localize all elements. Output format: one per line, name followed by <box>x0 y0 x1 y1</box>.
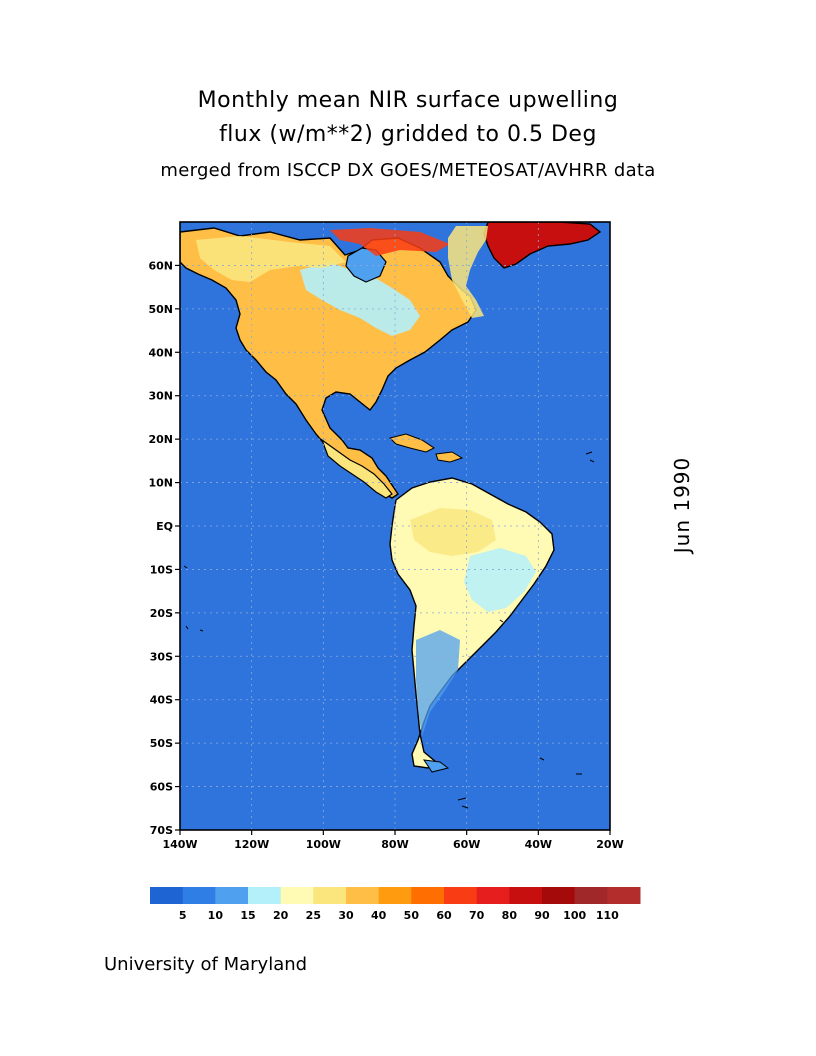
lat-tick-label: 30N <box>148 390 173 403</box>
colorbar-swatch <box>607 887 641 904</box>
colorbar-label: 70 <box>469 909 485 922</box>
colorbar-label: 20 <box>273 909 289 922</box>
colorbar-label: 10 <box>208 909 224 922</box>
colorbar-swatch <box>313 887 347 904</box>
date-label: Jun 1990 <box>670 456 694 554</box>
colorbar-swatch <box>150 887 184 904</box>
lon-tick-label: 120W <box>234 838 269 851</box>
colorbar-label: 110 <box>596 909 619 922</box>
colorbar-swatch <box>182 887 216 904</box>
lat-tick-label: 60N <box>148 259 173 272</box>
latitude-axis: 60N 50N 40N 30N 20N 10N EQ 10S 20S 30S 40S 50S 60S 70… <box>148 259 180 837</box>
colorbar-swatch <box>346 887 380 904</box>
lon-tick-label: 20W <box>596 838 623 851</box>
colorbar: 5 10 15 20 25 30 40 50 60 70 80 90 100 110 <box>150 887 641 922</box>
greenland-land <box>483 222 602 269</box>
lat-tick-label: 70S <box>150 824 173 837</box>
colorbar-swatch <box>280 887 314 904</box>
lon-tick-label: 80W <box>381 838 408 851</box>
colorbar-label: 5 <box>179 909 187 922</box>
colorbar-swatch <box>574 887 608 904</box>
colorbar-swatch <box>248 887 282 904</box>
colorbar-label: 40 <box>371 909 387 922</box>
colorbar-label: 30 <box>338 909 354 922</box>
colorbar-label: 60 <box>436 909 452 922</box>
colorbar-label: 50 <box>404 909 420 922</box>
colorbar-swatch <box>444 887 478 904</box>
colorbar-swatch <box>542 887 576 904</box>
lat-tick-label: 50N <box>148 303 173 316</box>
small-islands <box>183 451 595 809</box>
colorbar-label: 15 <box>240 909 255 922</box>
lat-tick-label: 20S <box>150 607 173 620</box>
tierra-del-fuego <box>422 759 450 773</box>
chart-title-line-1: Monthly mean NIR surface upwelling <box>197 88 619 113</box>
map-plot-area <box>180 222 610 830</box>
lon-tick-label: 100W <box>306 838 341 851</box>
lon-tick-label: 60W <box>453 838 480 851</box>
arctic-hot-region <box>330 228 450 256</box>
lon-tick-label: 140W <box>162 838 197 851</box>
lat-tick-label: 10N <box>148 477 173 490</box>
colorbar-label: 100 <box>563 909 586 922</box>
lat-tick-label: 60S <box>150 781 173 794</box>
longitude-axis: 140W 120W 100W 80W 60W 40W 20W <box>162 830 624 851</box>
hispaniola-island <box>435 451 464 463</box>
chart-subtitle: merged from ISCCP DX GOES/METEOSAT/AVHRR… <box>160 160 656 181</box>
lat-tick-label: 20N <box>148 433 173 446</box>
lat-tick-label: EQ <box>156 520 173 533</box>
south-america-warm-interior <box>410 508 496 556</box>
central-america-land <box>320 438 393 499</box>
north-america-mid-interior <box>196 236 346 282</box>
north-america-cool-interior <box>300 262 420 336</box>
lat-tick-label: 30S <box>150 650 173 663</box>
lon-tick-label: 40W <box>525 838 552 851</box>
cuba-island <box>389 433 435 453</box>
colorbar-swatch <box>509 887 543 904</box>
chart-title-line-2: flux (w/m**2) gridded to 0.5 Deg <box>219 122 597 147</box>
colorbar-swatch <box>411 887 445 904</box>
lat-tick-label: 40S <box>150 694 173 707</box>
colorbar-label: 90 <box>534 909 550 922</box>
lat-tick-label: 50S <box>150 737 173 750</box>
credit-label: University of Maryland <box>104 954 308 975</box>
south-america-cool-region <box>464 548 536 612</box>
colorbar-swatch <box>215 887 249 904</box>
colorbar-swatch <box>476 887 510 904</box>
colorbar-label: 80 <box>502 909 518 922</box>
greenland-coast-pale <box>448 226 488 318</box>
colorbar-label: 25 <box>306 909 321 922</box>
colorbar-swatch <box>378 887 412 904</box>
lat-tick-label: 40N <box>148 346 173 359</box>
lat-tick-label: 10S <box>150 563 173 576</box>
